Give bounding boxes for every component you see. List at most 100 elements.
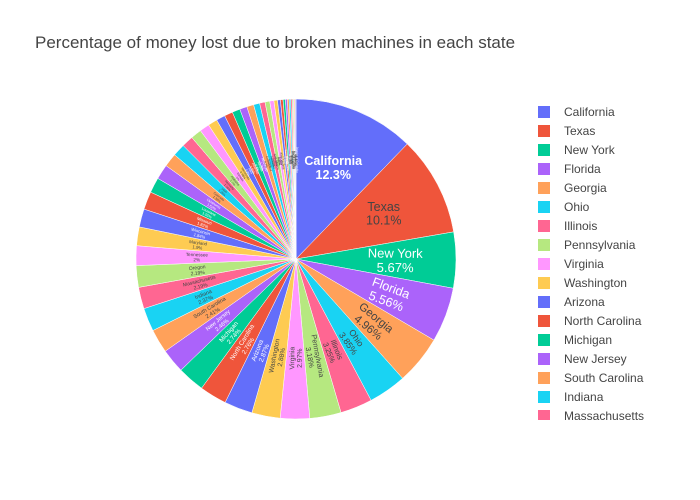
legend-swatch	[538, 314, 550, 327]
svg-text:Delaware0.2%: Delaware0.2%	[286, 153, 294, 166]
legend-swatch	[538, 143, 550, 156]
legend-swatch	[538, 390, 550, 403]
legend-label: California	[564, 104, 615, 119]
legend-item-arizona[interactable]: Arizona	[530, 292, 605, 311]
svg-text:Wisconsin1.84%: Wisconsin1.84%	[190, 227, 212, 241]
legend-item-texas[interactable]: Texas	[530, 121, 595, 140]
legend-item-massachusetts[interactable]: Massachusetts	[530, 406, 644, 420]
slice-label-maryland: Maryland1.9%	[189, 239, 208, 251]
svg-text:Kentucky1.18%: Kentucky1.18%	[222, 179, 236, 193]
slice-label-name: Alaska	[293, 155, 297, 164]
legend-item-georgia[interactable]: Georgia	[530, 178, 607, 197]
slice-label-value: 10.1%	[366, 214, 401, 228]
legend-item-south-carolina[interactable]: South Carolina	[530, 368, 643, 387]
slice-label-value: 0.14%	[289, 156, 293, 165]
slice-label-name: Wisconsin	[191, 227, 211, 237]
slice-label-value: 0.85%	[249, 165, 256, 175]
slice-label-value: 12.3%	[315, 168, 350, 182]
slice-label-name: Alabama	[230, 175, 241, 187]
slice-label-value: 1.82%	[196, 221, 209, 230]
svg-text:Kansas1%: Kansas1%	[233, 172, 245, 185]
pie-slice-district-of-columbia[interactable]	[294, 98, 297, 260]
slice-label-value: 0.8%	[254, 164, 260, 172]
svg-text:West Virginia0.42%: West Virginia0.42%	[276, 152, 286, 171]
slice-label-value: 2.97%	[297, 349, 304, 368]
legend-item-pennsylvania[interactable]: Pennsylvania	[530, 235, 635, 254]
slice-label-maine: Maine0.26%	[283, 156, 291, 165]
slice-label-delaware: Delaware0.2%	[286, 153, 294, 166]
slice-label-value: 0.62%	[267, 159, 273, 169]
svg-text:Nevada0.8%: Nevada0.8%	[253, 161, 264, 174]
slice-label-value: 1.1%	[229, 179, 237, 187]
slice-label-wisconsin: Wisconsin1.84%	[190, 227, 212, 241]
slice-label-value: 1.18%	[223, 183, 232, 192]
legend-swatch	[538, 371, 550, 384]
slice-label-value: 1.84%	[193, 232, 206, 240]
slice-label-value: 5.67%	[377, 260, 414, 275]
legend-item-michigan[interactable]: Michigan	[530, 330, 612, 349]
slice-label-montana: Montana0.23%	[284, 154, 293, 167]
slice-label-kentucky: Kentucky1.18%	[222, 179, 236, 193]
slice-label-name: Arkansas	[251, 162, 260, 175]
slice-label-value: 0.26%	[283, 156, 288, 165]
slice-label-value: 0.18%	[287, 156, 291, 165]
legend: California Texas New York Florida Georgia Ohi…	[530, 102, 698, 420]
legend-swatch	[538, 257, 550, 270]
slice-label-south-dakota: South Dakota0.16%	[288, 151, 296, 170]
legend-item-illinois[interactable]: Illinois	[530, 216, 597, 235]
svg-text:Colorado1.38%: Colorado1.38%	[210, 191, 225, 205]
slice-label-value: 0.95%	[239, 171, 247, 181]
legend-item-indiana[interactable]: Indiana	[530, 387, 603, 406]
svg-text:Rhode Island0.18%: Rhode Island0.18%	[287, 151, 295, 169]
svg-text:Mississippi0.75%: Mississippi0.75%	[257, 157, 269, 173]
svg-text:New Mexico0.55%: New Mexico0.55%	[270, 153, 281, 171]
slice-label-name: Nevada	[256, 161, 264, 172]
slice-label-virginia: Virginia2.97%	[289, 347, 304, 370]
slice-label-missouri: Missouri1.82%	[196, 216, 212, 230]
legend-item-washington[interactable]: Washington	[530, 273, 627, 292]
legend-label: Pennsylvania	[564, 237, 636, 252]
slice-label-value: 0.75%	[258, 161, 265, 171]
slice-label-name: Maine	[286, 156, 291, 165]
legend-item-california[interactable]: California	[530, 102, 615, 121]
slice-label-utah: Utah1.26%	[218, 187, 229, 198]
legend-item-new-york[interactable]: New York	[530, 140, 615, 159]
legend-item-florida[interactable]: Florida	[530, 159, 601, 178]
slice-label-name: Connecticut	[265, 155, 273, 171]
slice-label-rhode-island: Rhode Island0.18%	[287, 151, 295, 169]
slice-label-value: 1.26%	[218, 188, 227, 197]
slice-label-value: 2%	[193, 257, 200, 262]
legend-label: Michigan	[564, 332, 613, 347]
slice-label-name: New York	[368, 246, 424, 261]
svg-text:Maine0.26%: Maine0.26%	[283, 156, 291, 165]
legend-item-ohio[interactable]: Ohio	[530, 197, 589, 216]
slice-label-value: 3.18%	[304, 346, 317, 368]
legend-label: New York	[564, 142, 615, 157]
pie-slice-california[interactable]	[295, 98, 408, 260]
pie-slice-texas[interactable]	[295, 143, 454, 260]
slice-label-district-of-columbia: District of Columbia0.08%	[292, 147, 299, 173]
slice-label-value: 0.2%	[286, 157, 290, 164]
svg-text:Montana0.23%: Montana0.23%	[284, 154, 292, 167]
slice-label-value: 0.23%	[285, 156, 290, 165]
slice-label-value: 0.9%	[244, 168, 251, 176]
slice-label-name: Tennessee	[186, 252, 209, 257]
slice-label-name: Delaware	[289, 153, 294, 166]
slice-label-value: 0.16%	[288, 156, 292, 165]
slice-label-name: Rhode Island	[290, 151, 295, 169]
svg-text:Hawaii0.36%: Hawaii0.36%	[279, 156, 287, 166]
slice-label-mississippi: Mississippi0.75%	[257, 157, 269, 173]
legend-item-north-carolina[interactable]: North Carolina	[530, 311, 641, 330]
legend-item-new-jersey[interactable]: New Jersey	[530, 349, 627, 368]
legend-label: Georgia	[564, 180, 607, 195]
slice-label-name: Iowa	[247, 167, 254, 175]
slice-label-name: Montana	[288, 154, 293, 166]
svg-text:Vermont0.09%: Vermont0.09%	[291, 154, 298, 165]
slice-label-value: 2.88%	[277, 347, 287, 367]
slice-label-value: 0.36%	[279, 156, 284, 165]
slice-label-nebraska: Nebraska0.62%	[267, 156, 277, 170]
legend-item-virginia[interactable]: Virginia	[530, 254, 604, 273]
slice-label-connecticut: Connecticut0.7%	[263, 155, 273, 171]
svg-text:South Dakota0.16%: South Dakota0.16%	[288, 151, 296, 170]
